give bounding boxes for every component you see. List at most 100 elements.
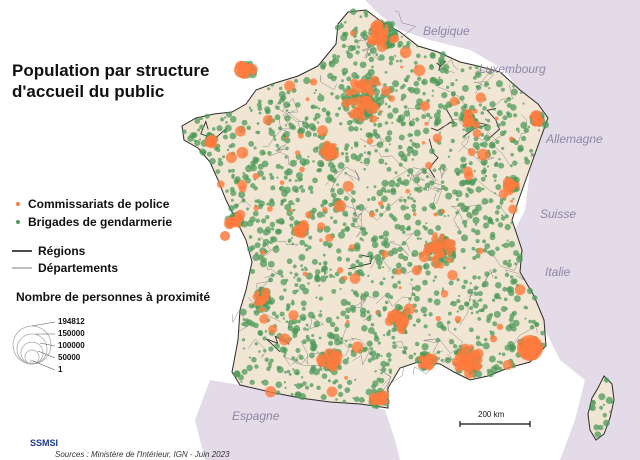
border-line bbox=[284, 355, 309, 367]
gendarmerie-point bbox=[305, 272, 313, 280]
gendarmerie-point bbox=[280, 199, 285, 204]
gendarmerie-point bbox=[501, 214, 504, 217]
gendarmerie-point bbox=[380, 371, 383, 375]
police-point bbox=[325, 233, 334, 243]
gendarmerie-point bbox=[416, 237, 420, 240]
gendarmerie-point bbox=[346, 52, 353, 59]
gendarmerie-point bbox=[252, 253, 260, 262]
gendarmerie-point bbox=[382, 277, 386, 280]
gendarmerie-point bbox=[423, 226, 429, 231]
gendarmerie-point bbox=[478, 103, 482, 107]
gendarmerie-point bbox=[249, 379, 255, 385]
gendarmerie-point bbox=[351, 190, 356, 195]
gendarmerie-point bbox=[509, 164, 513, 168]
police-point bbox=[260, 287, 271, 298]
gendarmerie-point bbox=[350, 263, 357, 270]
gendarmerie-point bbox=[610, 400, 614, 404]
police-point bbox=[381, 85, 392, 97]
gendarmerie-point bbox=[460, 68, 465, 73]
gendarmerie-point bbox=[314, 89, 318, 92]
gendarmerie-point bbox=[491, 150, 497, 155]
gendarmerie-point bbox=[223, 130, 228, 134]
gendarmerie-point bbox=[530, 153, 535, 157]
gendarmerie-point bbox=[478, 308, 482, 313]
gendarmerie-point bbox=[482, 222, 490, 229]
gendarmerie-point bbox=[367, 52, 371, 57]
gendarmerie-point bbox=[384, 300, 389, 305]
gendarmerie-point bbox=[468, 161, 473, 166]
gendarmerie-point bbox=[367, 198, 371, 202]
police-point bbox=[368, 89, 375, 97]
police-point bbox=[264, 296, 270, 302]
police-point bbox=[440, 209, 445, 214]
gendarmerie-point bbox=[290, 236, 293, 240]
gendarmerie-point bbox=[498, 157, 501, 161]
gendarmerie-point bbox=[222, 155, 226, 159]
gendarmerie-point bbox=[421, 80, 426, 84]
label-italie: Italie bbox=[545, 265, 571, 279]
gendarmerie-point bbox=[598, 424, 604, 431]
police-point bbox=[413, 64, 426, 77]
gendarmerie-point bbox=[334, 338, 342, 346]
police-point bbox=[378, 29, 389, 40]
gendarmerie-point bbox=[282, 347, 288, 353]
gendarmerie-point bbox=[291, 356, 296, 361]
police-point bbox=[355, 80, 365, 89]
police-point bbox=[302, 271, 308, 277]
legend-police-label: Commissariats de police bbox=[28, 197, 170, 211]
police-point bbox=[253, 205, 259, 212]
gendarmerie-point bbox=[411, 142, 417, 147]
police-point bbox=[368, 211, 376, 218]
gendarmerie-point bbox=[285, 109, 289, 112]
gendarmerie-point bbox=[345, 158, 350, 163]
gendarmerie-point bbox=[316, 159, 325, 168]
gendarmerie-point bbox=[492, 268, 497, 273]
gendarmerie-point bbox=[218, 157, 222, 162]
gendarmerie-point bbox=[511, 326, 517, 332]
gendarmerie-point bbox=[488, 198, 494, 204]
police-point bbox=[348, 244, 355, 251]
gendarmerie-point bbox=[266, 202, 270, 206]
gendarmerie-point bbox=[520, 91, 523, 94]
gendarmerie-point bbox=[279, 185, 285, 192]
gendarmerie-point bbox=[406, 152, 411, 157]
gendarmerie-point bbox=[318, 313, 323, 318]
gendarmerie-point bbox=[320, 64, 326, 70]
police-point bbox=[238, 185, 247, 193]
gendarmerie-point bbox=[368, 56, 375, 63]
gendarmerie-point bbox=[460, 156, 467, 163]
gendarmerie-point bbox=[301, 268, 305, 272]
gendarmerie-point bbox=[457, 203, 460, 207]
gendarmerie-point bbox=[455, 78, 458, 82]
gendarmerie-point bbox=[378, 54, 385, 61]
gendarmerie-point bbox=[344, 322, 350, 328]
police-point bbox=[446, 256, 453, 264]
gendarmerie-point bbox=[450, 138, 455, 144]
police-point bbox=[508, 204, 518, 214]
gendarmerie-point bbox=[344, 314, 350, 320]
police-point bbox=[498, 189, 509, 199]
gendarmerie-point bbox=[378, 158, 385, 165]
gendarmerie-point bbox=[415, 219, 422, 226]
gendarmerie-point bbox=[288, 178, 292, 182]
gendarmerie-point bbox=[229, 186, 235, 193]
gendarmerie-point bbox=[388, 368, 393, 372]
border-line bbox=[426, 175, 444, 191]
gendarmerie-point bbox=[382, 308, 386, 312]
size-label-1: 150000 bbox=[58, 329, 85, 338]
gendarmerie-point bbox=[361, 239, 364, 242]
gendarmerie-point bbox=[433, 112, 441, 120]
gendarmerie-point bbox=[487, 250, 491, 254]
gendarmerie-point bbox=[262, 379, 269, 386]
police-point bbox=[216, 180, 225, 189]
gendarmerie-point bbox=[369, 259, 373, 263]
gendarmerie-point bbox=[206, 151, 212, 157]
size-label-0: 194812 bbox=[58, 317, 85, 326]
gendarmerie-point bbox=[292, 289, 298, 295]
gendarmerie-point bbox=[292, 329, 299, 335]
gendarmerie-point bbox=[274, 114, 281, 121]
gendarmerie-point bbox=[431, 89, 435, 92]
gendarmerie-point bbox=[269, 240, 273, 245]
gendarmerie-point bbox=[394, 54, 397, 57]
gendarmerie-point bbox=[310, 104, 316, 110]
